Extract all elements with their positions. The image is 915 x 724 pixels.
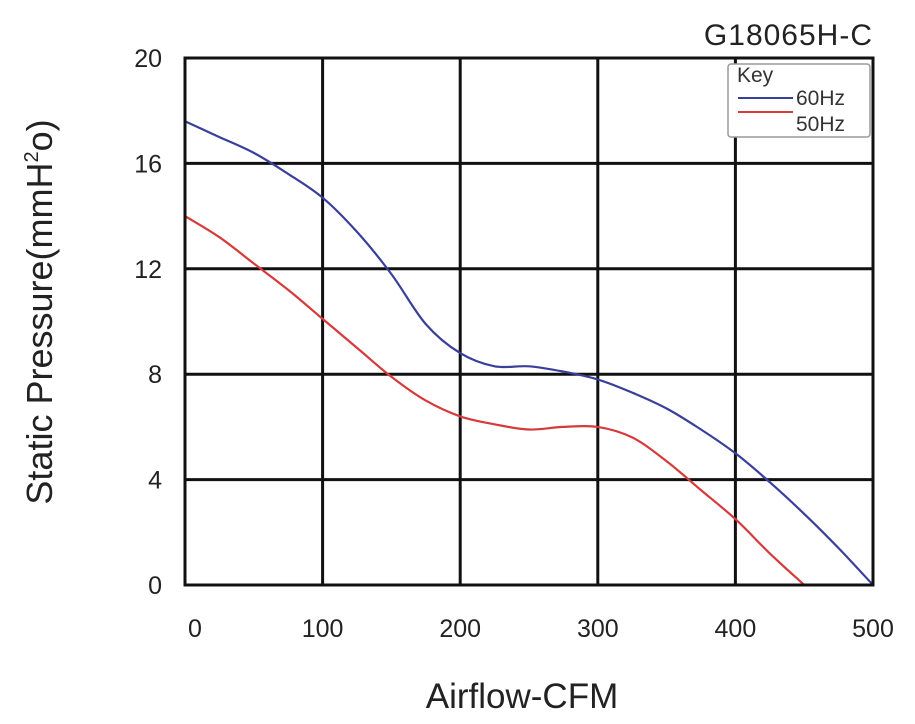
plot-frame — [183, 56, 875, 587]
x-tick-label-500: 500 — [852, 615, 894, 643]
legend: Key 60Hz 50Hz — [727, 63, 871, 138]
series-line-60hz — [183, 120, 875, 587]
x-tick-label-400: 400 — [715, 615, 757, 643]
x-tick-label-200: 200 — [439, 615, 481, 643]
chart-title: G18065H-C — [704, 19, 873, 52]
legend-label-60hz: 60Hz — [796, 87, 845, 110]
legend-box — [727, 63, 871, 138]
legend-label-50hz: 50Hz — [796, 113, 845, 136]
y-axis-label-tail: o) — [19, 119, 60, 151]
x-tick-label-100: 100 — [302, 615, 344, 643]
y-tick-label-12: 12 — [134, 256, 162, 284]
series-layer — [183, 120, 875, 587]
x-tick-label-0: 0 — [188, 615, 202, 643]
y-axis-label: Static Pressure(mmH2o) — [19, 119, 60, 504]
y-tick-label-4: 4 — [148, 467, 162, 495]
y-axis-label-superscript: 2 — [21, 151, 43, 162]
x-axis-label: Airflow-CFM — [426, 677, 618, 716]
y-tick-label-20: 20 — [134, 45, 162, 73]
x-axis-ticks: 0 100 200 300 400 500 — [188, 615, 894, 643]
series-line-50hz — [183, 215, 806, 587]
y-tick-label-0: 0 — [148, 572, 162, 600]
y-axis-label-main: Static Pressure(mmH — [19, 163, 60, 505]
legend-title: Key — [737, 64, 774, 87]
x-tick-label-300: 300 — [577, 615, 619, 643]
y-axis-ticks: 0 4 8 12 16 20 — [134, 45, 162, 600]
y-tick-label-16: 16 — [134, 150, 162, 178]
y-tick-label-8: 8 — [148, 361, 162, 389]
